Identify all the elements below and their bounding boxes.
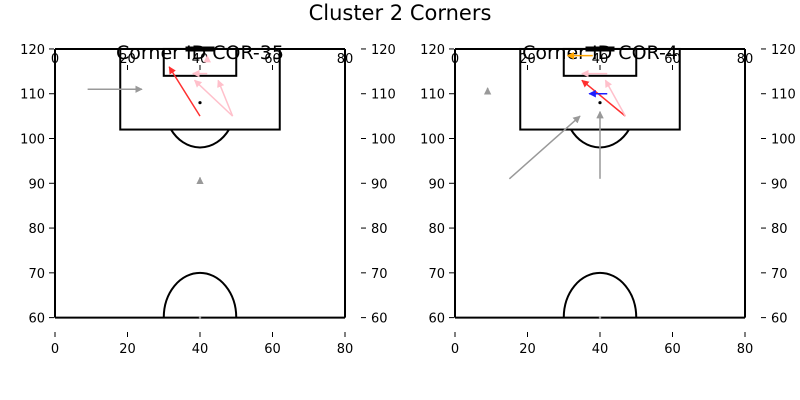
- y-tick-label: 70: [371, 267, 388, 282]
- x-tick-label: 80: [737, 52, 754, 67]
- y-tick-label: 70: [28, 267, 45, 282]
- x-tick-label: 80: [337, 342, 354, 357]
- y-tick-label: 90: [428, 177, 445, 192]
- y-tick-label: 100: [371, 133, 396, 148]
- y-tick-label: 90: [28, 177, 45, 192]
- y-tick-label: 60: [28, 312, 45, 327]
- pass-arrow-red: [581, 79, 626, 117]
- y-tick-label: 60: [371, 312, 388, 327]
- y-tick-label: 70: [771, 267, 788, 282]
- y-tick-label: 90: [371, 177, 388, 192]
- axis-ticks: [49, 48, 366, 337]
- pass-arrow-grey: [508, 115, 581, 180]
- x-tick-label: 20: [519, 342, 536, 357]
- y-tick-label: 110: [371, 88, 396, 103]
- y-tick-label: 80: [371, 222, 388, 237]
- y-tick-label: 110: [20, 88, 45, 103]
- y-tick-label: 100: [420, 133, 445, 148]
- corner-panel-1: Corner ID COR-4 0 0 20 20 40 40 60 60 80 80 60 60 70 7…: [420, 42, 796, 357]
- ball-point: [198, 101, 202, 105]
- pass-arrow-pink: [604, 79, 627, 117]
- y-tick-label: 80: [771, 222, 788, 237]
- y-tick-label: 60: [771, 312, 788, 327]
- y-tick-label: 120: [20, 43, 45, 58]
- x-tick-label: 40: [592, 52, 609, 67]
- panel-title: Corner ID COR-4: [522, 42, 678, 64]
- panel-title: Corner ID COR-35: [116, 42, 284, 64]
- figure-suptitle: Cluster 2 Corners: [309, 1, 492, 25]
- centre-circle: [562, 271, 638, 318]
- x-tick-label: 0: [51, 52, 59, 67]
- pass-arrow-red: [168, 66, 201, 117]
- axis-ticks: [449, 48, 766, 337]
- y-tick-label: 120: [771, 43, 796, 58]
- y-tick-label: 120: [420, 43, 445, 58]
- y-tick-label: 120: [371, 43, 396, 58]
- y-tick-label: 100: [771, 133, 796, 148]
- centre-circle: [162, 271, 238, 318]
- x-tick-label: 0: [451, 342, 459, 357]
- x-tick-label: 40: [192, 342, 209, 357]
- x-tick-label: 40: [592, 342, 609, 357]
- y-tick-label: 60: [428, 312, 445, 327]
- pass-arrow-pink: [194, 79, 234, 117]
- ball-point: [598, 101, 602, 105]
- x-tick-label: 80: [737, 342, 754, 357]
- x-tick-label: 0: [451, 52, 459, 67]
- y-tick-label: 110: [420, 88, 445, 103]
- x-tick-label: 60: [664, 342, 681, 357]
- centre-spot: [598, 316, 602, 319]
- y-tick-label: 110: [771, 88, 796, 103]
- centre-spot: [198, 316, 202, 319]
- y-tick-label: 80: [428, 222, 445, 237]
- x-tick-label: 40: [192, 52, 209, 67]
- y-tick-label: 70: [428, 267, 445, 282]
- x-tick-label: 20: [119, 342, 136, 357]
- x-tick-label: 80: [337, 52, 354, 67]
- x-tick-label: 20: [519, 52, 536, 67]
- pitch-lines: [454, 47, 746, 319]
- y-tick-label: 80: [28, 222, 45, 237]
- x-tick-label: 60: [264, 342, 281, 357]
- y-tick-label: 100: [20, 133, 45, 148]
- x-tick-label: 60: [664, 52, 681, 67]
- pass-arrow-pink: [217, 79, 234, 117]
- y-tick-label: 90: [771, 177, 788, 192]
- x-tick-label: 20: [119, 52, 136, 67]
- x-tick-label: 0: [51, 342, 59, 357]
- corner-panel-0: Corner ID COR-35 0 0 20 20 40 40 60 60 80 80 60 60 70…: [20, 42, 396, 357]
- penalty-arc: [170, 129, 230, 149]
- x-tick-label: 60: [264, 52, 281, 67]
